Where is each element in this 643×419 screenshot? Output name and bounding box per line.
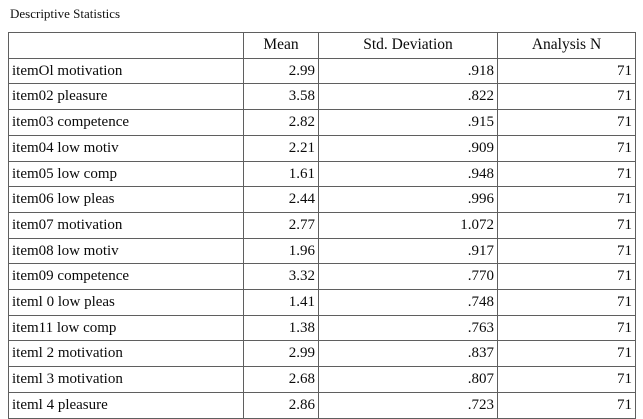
analysis-n-cell: 71 — [497, 134, 636, 162]
std-deviation-cell: 1.072 — [318, 211, 498, 239]
row-label-cell: iteml 4 pleasure — [8, 391, 244, 419]
corner-cell — [8, 32, 244, 59]
table-row: item11 low comp 1.38 .763 71 — [8, 314, 636, 342]
table-row: item05 low comp 1.61 .948 71 — [8, 160, 636, 188]
analysis-n-cell: 71 — [497, 391, 636, 419]
std-deviation-cell: .770 — [318, 263, 498, 291]
row-label-cell: iteml 3 motivation — [8, 366, 244, 393]
mean-cell: 2.99 — [243, 340, 319, 368]
row-label-cell: iteml 2 motivation — [8, 340, 244, 368]
mean-cell: 2.44 — [243, 186, 319, 213]
table-header: Mean Std. Deviation Analysis N — [8, 32, 636, 59]
descriptive-statistics-table: Mean Std. Deviation Analysis N itemOl mo… — [8, 32, 636, 419]
analysis-n-cell: 71 — [497, 211, 636, 239]
std-deviation-cell: .996 — [318, 186, 498, 213]
mean-cell: 2.82 — [243, 109, 319, 136]
mean-cell: 1.38 — [243, 314, 319, 342]
analysis-n-cell: 71 — [497, 109, 636, 136]
analysis-n-cell: 71 — [497, 340, 636, 368]
analysis-n-cell: 71 — [497, 83, 636, 111]
mean-cell: 2.21 — [243, 134, 319, 162]
table-row: iteml 3 motivation 2.68 .807 71 — [8, 366, 636, 393]
std-deviation-cell: .909 — [318, 134, 498, 162]
table-row: iteml 2 motivation 2.99 .837 71 — [8, 340, 636, 368]
row-label-cell: item11 low comp — [8, 314, 244, 342]
row-label-cell: item03 competence — [8, 109, 244, 136]
table-row: item06 low pleas 2.44 .996 71 — [8, 186, 636, 213]
analysis-n-cell: 71 — [497, 366, 636, 393]
table-row: iteml 0 low pleas 1.41 .748 71 — [8, 289, 636, 316]
row-label-cell: item05 low comp — [8, 160, 244, 188]
table-row: itemOl motivation 2.99 .918 71 — [8, 57, 636, 85]
analysis-n-cell: 71 — [497, 186, 636, 213]
column-header-std-deviation: Std. Deviation — [318, 32, 498, 59]
analysis-n-cell: 71 — [497, 237, 636, 265]
row-label-cell: item08 low motiv — [8, 237, 244, 265]
analysis-n-cell: 71 — [497, 289, 636, 316]
row-label-cell: item06 low pleas — [8, 186, 244, 213]
page-title: Descriptive Statistics — [10, 6, 121, 21]
mean-cell: 3.58 — [243, 83, 319, 111]
header-row: Mean Std. Deviation Analysis N — [8, 32, 636, 59]
table-row: item08 low motiv 1.96 .917 71 — [8, 237, 636, 265]
row-label-cell: iteml 0 low pleas — [8, 289, 244, 316]
mean-cell: 1.41 — [243, 289, 319, 316]
mean-cell: 2.77 — [243, 211, 319, 239]
table-row: item02 pleasure 3.58 .822 71 — [8, 83, 636, 111]
mean-cell: 2.86 — [243, 391, 319, 419]
std-deviation-cell: .723 — [318, 391, 498, 419]
std-deviation-cell: .822 — [318, 83, 498, 111]
analysis-n-cell: 71 — [497, 57, 636, 85]
std-deviation-cell: .807 — [318, 366, 498, 393]
table-row: item04 low motiv 2.21 .909 71 — [8, 134, 636, 162]
mean-cell: 1.96 — [243, 237, 319, 265]
table-row: item09 competence 3.32 .770 71 — [8, 263, 636, 291]
mean-cell: 2.68 — [243, 366, 319, 393]
row-label-cell: item07 motivation — [8, 211, 244, 239]
table-body: itemOl motivation 2.99 .918 71 item02 pl… — [8, 57, 636, 419]
std-deviation-cell: .915 — [318, 109, 498, 136]
std-deviation-cell: .918 — [318, 57, 498, 85]
row-label-cell: itemOl motivation — [8, 57, 244, 85]
row-label-cell: item04 low motiv — [8, 134, 244, 162]
column-header-analysis-n: Analysis N — [497, 32, 636, 59]
mean-cell: 2.99 — [243, 57, 319, 85]
table-row: iteml 4 pleasure 2.86 .723 71 — [8, 391, 636, 419]
table-row: item07 motivation 2.77 1.072 71 — [8, 211, 636, 239]
column-header-mean: Mean — [243, 32, 319, 59]
mean-cell: 1.61 — [243, 160, 319, 188]
row-label-cell: item09 competence — [8, 263, 244, 291]
std-deviation-cell: .917 — [318, 237, 498, 265]
analysis-n-cell: 71 — [497, 314, 636, 342]
analysis-n-cell: 71 — [497, 160, 636, 188]
std-deviation-cell: .763 — [318, 314, 498, 342]
analysis-n-cell: 71 — [497, 263, 636, 291]
row-label-cell: item02 pleasure — [8, 83, 244, 111]
std-deviation-cell: .748 — [318, 289, 498, 316]
mean-cell: 3.32 — [243, 263, 319, 291]
std-deviation-cell: .948 — [318, 160, 498, 188]
table-row: item03 competence 2.82 .915 71 — [8, 109, 636, 136]
std-deviation-cell: .837 — [318, 340, 498, 368]
